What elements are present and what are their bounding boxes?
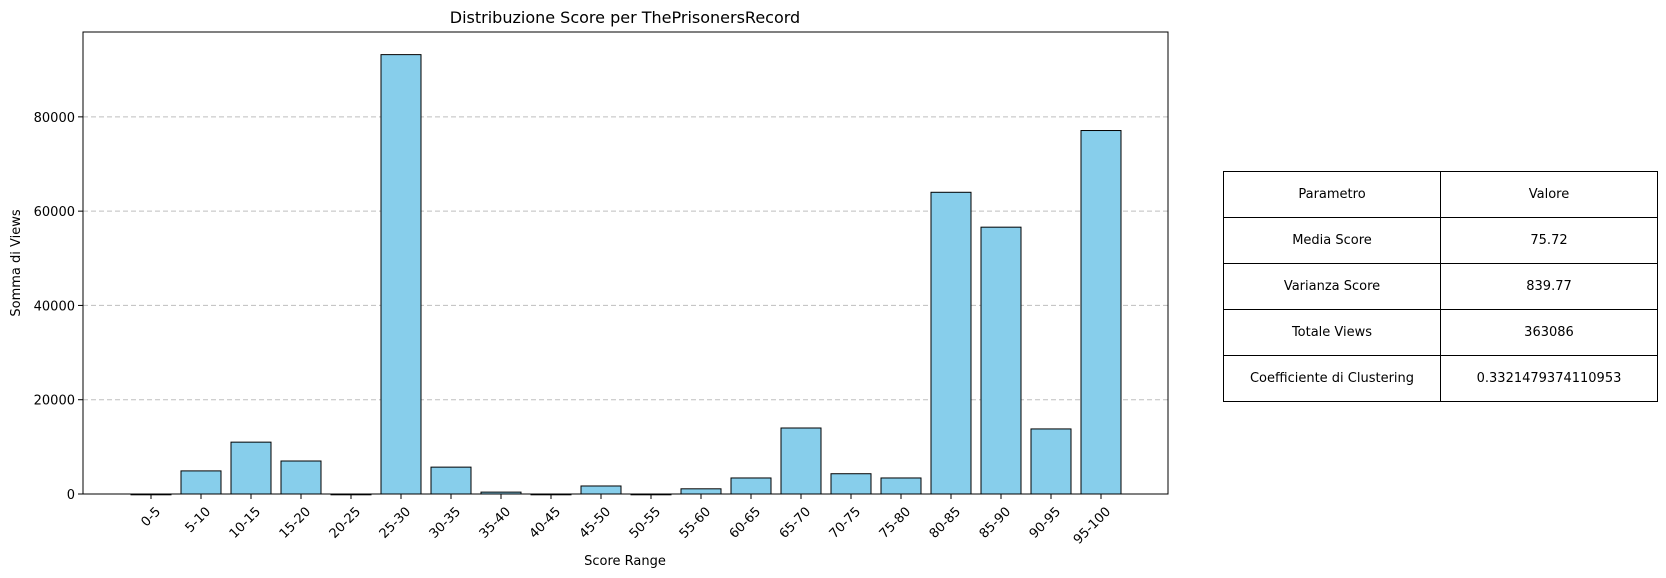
x-ticks: 0-5 5-10 10-15 15-20 20-25 25-30 30-35 35-40 40-… bbox=[138, 494, 1114, 548]
x-tick-label: 40-45 bbox=[527, 504, 564, 541]
table-cell-value: 839.77 bbox=[1440, 263, 1658, 310]
x-tick-label: 10-15 bbox=[227, 504, 264, 541]
table-cell-value: 0.3321479374110953 bbox=[1440, 355, 1658, 402]
table-cell-value: 75.72 bbox=[1440, 217, 1658, 264]
plot-frame bbox=[82, 31, 1169, 495]
bar bbox=[680, 488, 722, 495]
x-tick-label: 50-55 bbox=[627, 504, 664, 541]
table-header-cell: Valore bbox=[1440, 171, 1658, 218]
x-tick-label: 95-100 bbox=[1071, 504, 1114, 547]
x-axis-label: Score Range bbox=[584, 554, 666, 569]
x-tick-label: 55-60 bbox=[677, 504, 714, 541]
x-tick-label: 25-30 bbox=[377, 504, 414, 541]
x-tick-label: 65-70 bbox=[777, 504, 814, 541]
bar bbox=[880, 477, 922, 495]
bar bbox=[180, 470, 222, 495]
x-tick-label: 15-20 bbox=[277, 504, 314, 541]
table-row: Totale Views 363086 bbox=[1223, 309, 1658, 356]
x-tick-label: 80-85 bbox=[927, 504, 964, 541]
x-tick-label: 20-25 bbox=[327, 504, 364, 541]
table-cell-parameter: Coefficiente di Clustering bbox=[1223, 355, 1441, 402]
y-tick-label: 80000 bbox=[34, 111, 75, 126]
bar bbox=[580, 485, 622, 495]
bar bbox=[280, 460, 322, 495]
x-tick-label: 85-90 bbox=[977, 504, 1014, 541]
x-tick-label: 60-65 bbox=[727, 504, 764, 541]
table-row: Coefficiente di Clustering 0.33214793741… bbox=[1223, 355, 1658, 402]
bar bbox=[730, 477, 772, 495]
y-axis-label: Somma di Views bbox=[9, 209, 24, 316]
x-tick-label: 35-40 bbox=[477, 504, 514, 541]
x-tick-label: 30-35 bbox=[427, 504, 464, 541]
bar bbox=[930, 191, 972, 495]
chart-title: Distribuzione Score per ThePrisonersReco… bbox=[450, 8, 800, 27]
x-tick-label: 45-50 bbox=[577, 504, 614, 541]
x-tick-label: 70-75 bbox=[827, 504, 864, 541]
bar bbox=[380, 54, 422, 495]
bar bbox=[780, 427, 822, 495]
y-tick-label: 60000 bbox=[34, 205, 75, 220]
bars bbox=[130, 54, 1122, 496]
bar bbox=[1080, 130, 1122, 495]
y-tick-label: 40000 bbox=[34, 299, 75, 314]
x-tick-label: 5-10 bbox=[183, 504, 214, 535]
table-cell-parameter: Totale Views bbox=[1223, 309, 1441, 356]
stats-table: Parametro Valore Media Score 75.72 Varia… bbox=[1223, 171, 1658, 402]
x-tick-label: 90-95 bbox=[1027, 504, 1064, 541]
bar bbox=[1030, 428, 1072, 495]
y-tick-label: 0 bbox=[67, 488, 75, 503]
bar bbox=[430, 466, 472, 495]
table-row: Media Score 75.72 bbox=[1223, 217, 1658, 264]
y-tick-label: 20000 bbox=[34, 394, 75, 409]
table-cell-parameter: Varianza Score bbox=[1223, 263, 1441, 310]
bar bbox=[980, 226, 1022, 495]
bar bbox=[230, 441, 272, 495]
table-cell-parameter: Media Score bbox=[1223, 217, 1441, 264]
bar bbox=[830, 473, 872, 495]
table-row: Varianza Score 839.77 bbox=[1223, 263, 1658, 310]
y-ticks: 0 20000 40000 60000 80000 bbox=[34, 111, 83, 503]
table-cell-value: 363086 bbox=[1440, 309, 1658, 356]
table-header-cell: Parametro bbox=[1223, 171, 1441, 218]
x-tick-label: 75-80 bbox=[877, 504, 914, 541]
table-header-row: Parametro Valore bbox=[1223, 171, 1658, 218]
x-tick-label: 0-5 bbox=[138, 504, 164, 530]
